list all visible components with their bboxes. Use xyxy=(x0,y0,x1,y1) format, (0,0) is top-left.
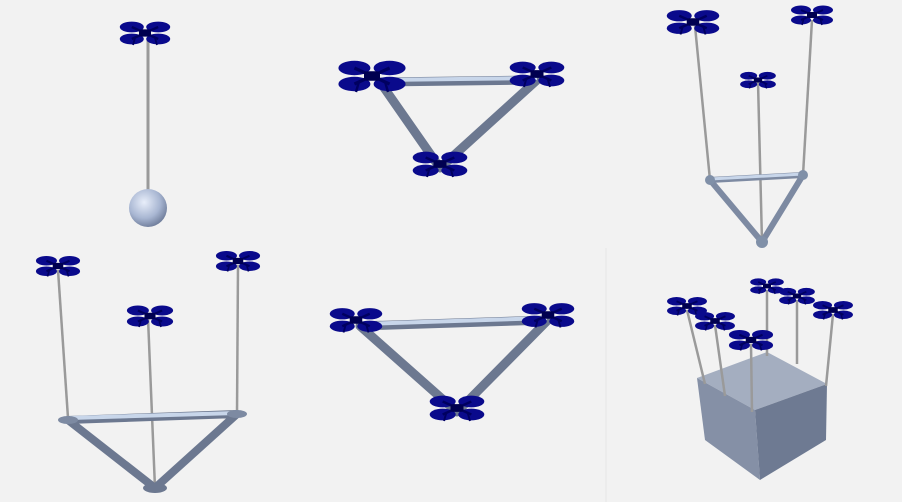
triangle-frame xyxy=(707,172,806,245)
panel-triangle-perspective xyxy=(665,4,834,248)
panel-triangle-top-alt xyxy=(328,301,576,423)
rod-highlight xyxy=(69,411,237,420)
drone-icon xyxy=(665,8,721,36)
joint xyxy=(227,410,247,418)
cable xyxy=(235,264,240,415)
triangle-frame xyxy=(355,315,553,417)
drone-icon xyxy=(125,304,175,329)
drone-icon xyxy=(428,394,486,423)
cable xyxy=(749,343,754,413)
drone-icon xyxy=(411,150,469,179)
joint xyxy=(756,236,768,248)
cube-right xyxy=(755,384,827,480)
panel-point-mass xyxy=(118,20,172,227)
cable xyxy=(824,313,835,387)
joint xyxy=(798,170,808,180)
cable xyxy=(801,19,814,176)
rod-highlight xyxy=(709,172,804,181)
cube-left xyxy=(697,378,760,480)
panel-triangle-top xyxy=(336,59,566,179)
drone-icon xyxy=(328,306,384,334)
rod-highlight xyxy=(361,316,548,326)
cable xyxy=(756,81,764,243)
cable xyxy=(146,317,157,489)
drone-icon xyxy=(336,59,408,94)
joint xyxy=(705,175,715,185)
panel-triangle-side xyxy=(34,249,262,493)
cube-top xyxy=(697,352,827,410)
joint xyxy=(58,416,78,424)
cable xyxy=(713,324,727,397)
cable xyxy=(56,269,70,419)
panel-cube xyxy=(666,277,854,480)
sphere-payload xyxy=(129,189,167,227)
cable xyxy=(685,309,707,385)
joint xyxy=(143,483,167,493)
drone-icon xyxy=(118,20,172,47)
cable xyxy=(693,25,712,181)
